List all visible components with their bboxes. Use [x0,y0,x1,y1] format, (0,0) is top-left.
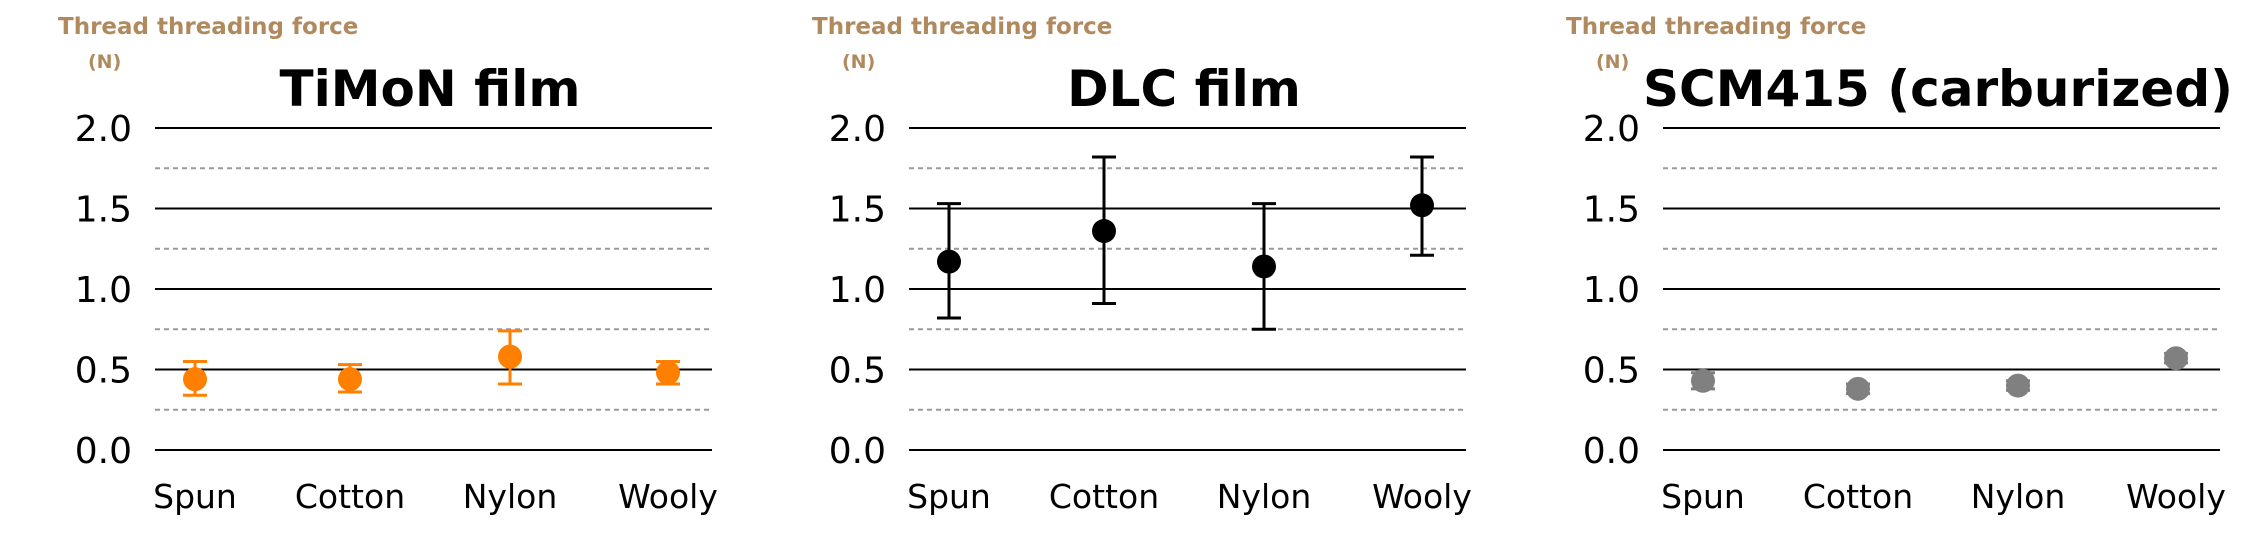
chart-title: SCM415 (carburized) [1643,60,2233,118]
y-axis-unit: (N) [842,51,875,73]
y-axis-unit: (N) [88,51,121,73]
y-axis-label: Thread threading force [58,14,358,40]
data-point [2164,346,2188,371]
y-tick-label: 0.0 [829,431,886,472]
data-point [183,367,207,392]
y-axis-unit: (N) [1596,51,1629,73]
y-tick-label: 0.5 [829,351,886,392]
x-tick-label: Wooly [1372,477,1472,516]
data-point [1846,376,1870,401]
x-tick-label: Spun [153,477,237,516]
chart-svg-dlc: Thread threading force (N) DLC film 0.0 0.5 1… [812,14,1472,516]
y-tick-label: 1.5 [75,190,132,231]
data-point [1092,219,1116,244]
y-tick-label: 2.0 [829,109,886,150]
x-tick-label: Cotton [1049,477,1159,516]
y-axis-label: Thread threading force [1566,14,1866,40]
x-tick-label: Nylon [1217,477,1312,516]
data-point [1691,368,1715,393]
y-tick-label: 1.0 [1583,270,1640,311]
y-tick-label: 0.5 [1583,351,1640,392]
data-point [338,367,362,392]
x-tick-label: Spun [1661,477,1745,516]
chart-panel-dlc: Thread threading force (N) DLC film 0.0 0.5 1… [754,0,1508,542]
data-point [2006,373,2030,398]
data-point [1410,193,1434,218]
x-tick-label: Wooly [2126,477,2226,516]
data-point [1252,254,1276,279]
x-tick-label: Wooly [618,477,718,516]
chart-panel-timon: Thread threading force (N) TiMoN film 0.0 0.… [0,0,754,542]
chart-svg-scm415: Thread threading force (N) SCM415 (carburi… [1566,14,2233,516]
y-tick-label: 0.0 [75,431,132,472]
y-axis-label: Thread threading force [812,14,1112,40]
y-tick-label: 0.5 [75,351,132,392]
y-tick-label: 1.5 [1583,190,1640,231]
x-tick-label: Nylon [463,477,558,516]
x-tick-label: Cotton [295,477,405,516]
x-tick-label: Spun [907,477,991,516]
chart-title: TiMoN film [280,60,581,118]
x-tick-label: Cotton [1803,477,1913,516]
data-point [656,360,680,385]
y-tick-label: 0.0 [1583,431,1640,472]
y-tick-label: 2.0 [75,109,132,150]
chart-svg-timon: Thread threading force (N) TiMoN film 0.0 0.… [58,14,718,516]
y-tick-label: 2.0 [1583,109,1640,150]
data-point [937,249,961,274]
data-point [498,344,522,369]
chart-panel-scm415: Thread threading force (N) SCM415 (carburi… [1508,0,2262,542]
y-tick-label: 1.5 [829,190,886,231]
y-tick-label: 1.0 [829,270,886,311]
y-tick-label: 1.0 [75,270,132,311]
x-tick-label: Nylon [1971,477,2066,516]
chart-title: DLC film [1067,60,1301,118]
